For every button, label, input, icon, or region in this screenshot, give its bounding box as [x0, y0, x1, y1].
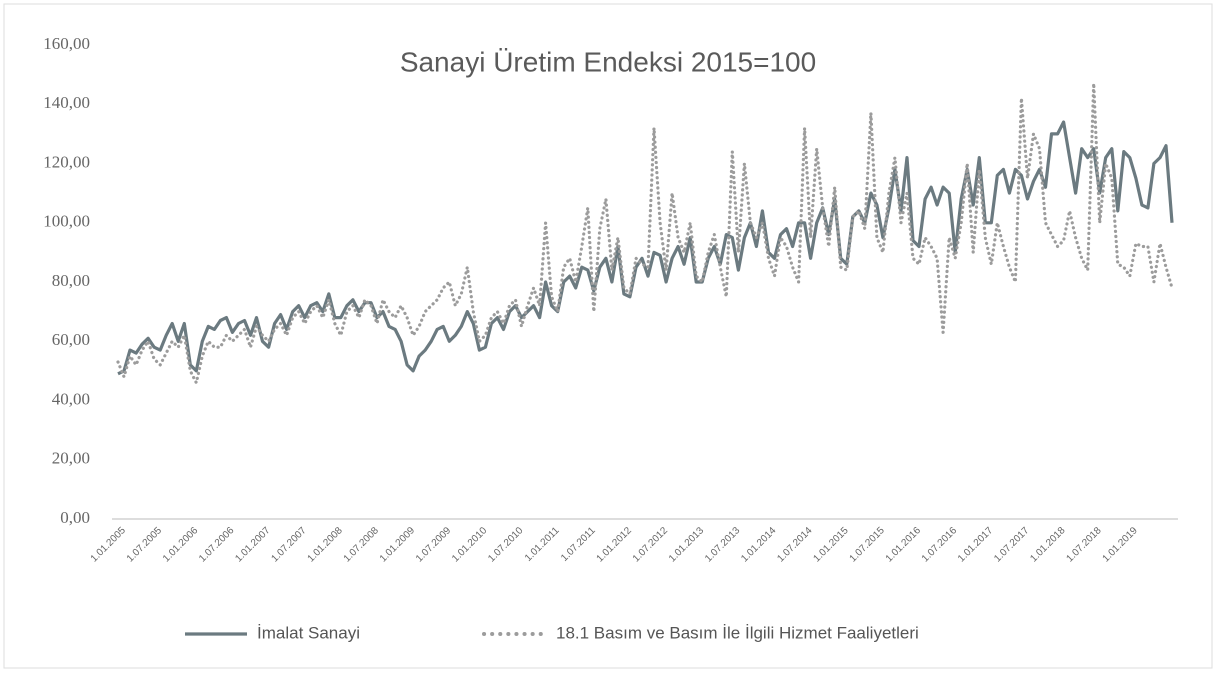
- chart-title: Sanayi Üretim Endeksi 2015=100: [400, 46, 816, 77]
- y-tick-label: 20,00: [52, 449, 90, 468]
- series-line: [117, 120, 1174, 376]
- y-tick-label: 80,00: [52, 271, 90, 290]
- y-tick-label: 160,00: [43, 34, 90, 53]
- legend-label: İmalat Sanayi: [257, 623, 360, 642]
- y-tick-label: 140,00: [43, 93, 90, 112]
- y-tick-label: 60,00: [52, 330, 90, 349]
- legend-label: 18.1 Basım ve Basım İle İlgili Hizmet Fa…: [556, 623, 919, 642]
- y-tick-label: 100,00: [43, 212, 90, 231]
- y-tick-label: 120,00: [43, 152, 90, 171]
- series-line: [116, 81, 1174, 385]
- y-tick-label: 40,00: [52, 389, 90, 408]
- y-tick-label: 0,00: [60, 508, 90, 527]
